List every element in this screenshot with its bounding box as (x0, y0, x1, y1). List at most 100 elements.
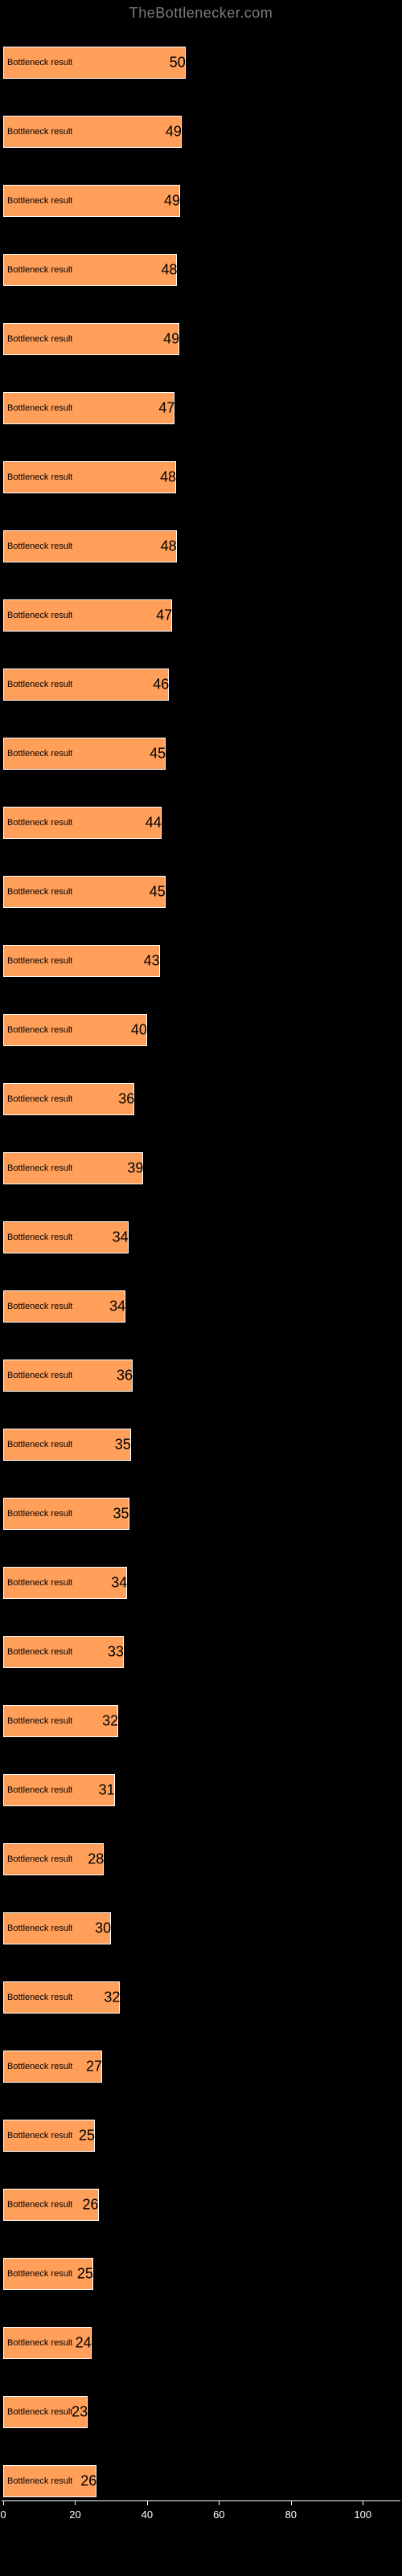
bar-wrap: Bottleneck result48.2 (3, 530, 399, 562)
chart-row: Bottleneck result46.1 (3, 646, 399, 715)
value-label: 45.2 (150, 746, 178, 763)
value-label: 25.0 (77, 2266, 105, 2283)
bar: Bottleneck result (3, 323, 179, 355)
bar-inner-label: Bottleneck result (7, 2200, 72, 2210)
chart-row: Bottleneck result 34.0 (3, 1268, 399, 1337)
bar-inner-label: Bottleneck result (7, 2338, 72, 2348)
bar-wrap: Bottleneck result49.0 (3, 323, 399, 355)
bar-inner-label: Bottleneck result (7, 887, 72, 897)
bar-wrap: Bottleneck result 39.0 (3, 1152, 399, 1184)
x-tick-label: 40 (142, 2509, 153, 2521)
bar-wrap: Bottleneck result40.0 (3, 1014, 399, 1046)
bar-inner-label: Bottleneck result (7, 1233, 72, 1242)
chart-row: Bottleneck result 49.2 (3, 162, 399, 231)
bar-inner-label: Bottleneck result (7, 2407, 72, 2417)
bar: Bottleneck result (3, 1498, 129, 1530)
bar-inner-label: Bottleneck result (7, 1440, 72, 1450)
x-tick (75, 2500, 76, 2505)
bar: Bottleneck result (3, 254, 177, 286)
bar-inner-label: Bottleneck result (7, 2062, 72, 2071)
chart-row: Bottleneck result28.0 (3, 1821, 399, 1890)
value-label: 26.0 (80, 2473, 109, 2490)
bar-wrap: Bottleneck result50.7 (3, 47, 399, 79)
x-tick-label: 20 (69, 2509, 80, 2521)
bar-wrap: Bottleneck result 34.8 (3, 1221, 399, 1253)
chart-row: Bottleneck result 27.5 (3, 2028, 399, 2097)
bar-wrap: Bottleneck result 26.0 (3, 2465, 399, 2497)
chart-row: Bottleneck result48.2 (3, 508, 399, 577)
bar-inner-label: Bottleneck result (7, 1993, 72, 2002)
value-label: 32.0 (102, 1713, 130, 1730)
value-label: 31.0 (99, 1782, 127, 1799)
x-tick-label: 80 (285, 2509, 297, 2521)
bar-inner-label: Bottleneck result (7, 749, 72, 758)
value-label: 34.0 (109, 1298, 137, 1315)
value-label: 47.7 (158, 400, 187, 417)
chart-row: Bottleneck result24.5 (3, 2304, 399, 2374)
bar-inner-label: Bottleneck result (7, 956, 72, 966)
chart-row: Bottleneck result36.5 (3, 1061, 399, 1130)
value-label: 32.5 (104, 1989, 132, 2006)
bar: Bottleneck result (3, 876, 166, 908)
bar: Bottleneck result (3, 1014, 147, 1046)
chart-row: Bottleneck result31.0 (3, 1752, 399, 1821)
value-label: 34.8 (113, 1229, 141, 1246)
chart-row: Bottleneck result48.4 (3, 231, 399, 301)
bar-inner-label: Bottleneck result (7, 403, 72, 413)
bar: Bottleneck result (3, 738, 166, 770)
chart-row: Bottleneck result 43.5 (3, 922, 399, 992)
value-label: 48.2 (161, 538, 189, 555)
bar-wrap: Bottleneck result 33.5 (3, 1636, 399, 1668)
bar-inner-label: Bottleneck result (7, 127, 72, 137)
bar-inner-label: Bottleneck result (7, 1647, 72, 1657)
x-tick (147, 2500, 148, 2505)
value-label: 43.5 (144, 953, 172, 970)
bar-wrap: Bottleneck result36.5 (3, 1083, 399, 1115)
chart-row: Bottleneck result49.6 (3, 93, 399, 162)
bar-inner-label: Bottleneck result (7, 1302, 72, 1311)
bar-wrap: Bottleneck result48.4 (3, 254, 399, 286)
bar: Bottleneck result (3, 1567, 127, 1599)
bar-inner-label: Bottleneck result (7, 2131, 72, 2141)
bar-inner-label: Bottleneck result (7, 1163, 72, 1173)
x-tick (3, 2500, 4, 2505)
chart-row: Bottleneck result30.0 (3, 1890, 399, 1959)
x-tick-label: 0 (0, 2509, 6, 2521)
bar: Bottleneck result (3, 1152, 143, 1184)
value-label: 33.5 (108, 1644, 136, 1661)
bar-wrap: Bottleneck result 34.0 (3, 1290, 399, 1323)
bar-inner-label: Bottleneck result (7, 1578, 72, 1588)
value-label: 27.5 (86, 2059, 114, 2075)
chart-row: Bottleneck result 47.7 (3, 370, 399, 439)
bar-inner-label: Bottleneck result (7, 2269, 72, 2279)
bar-wrap: Bottleneck result 47.7 (3, 392, 399, 424)
bar-wrap: Bottleneck result48.1 (3, 461, 399, 493)
chart-row: Bottleneck result 39.0 (3, 1130, 399, 1199)
chart-row: Bottleneck result 32.5 (3, 1959, 399, 2028)
bar-inner-label: Bottleneck result (7, 1924, 72, 1933)
chart-row: Bottleneck result50.7 (3, 24, 399, 93)
bar: Bottleneck result (3, 669, 169, 701)
value-label: 26.5 (83, 2197, 111, 2214)
bar-wrap: Bottleneck result23.5 (3, 2396, 399, 2428)
bar: Bottleneck result (3, 1083, 134, 1115)
bar-inner-label: Bottleneck result (7, 196, 72, 206)
bar: Bottleneck result (3, 1429, 131, 1461)
bar-wrap: Bottleneck result 45.2 (3, 738, 399, 770)
bar: Bottleneck result (3, 1636, 124, 1668)
value-label: 40.0 (131, 1022, 159, 1039)
chart-row: Bottleneck result47.0 (3, 577, 399, 646)
bar: Bottleneck result (3, 530, 177, 562)
value-label: 39.0 (127, 1160, 155, 1177)
chart-row: Bottleneck result 26.5 (3, 2166, 399, 2235)
bar: Bottleneck result (3, 1360, 133, 1392)
bar: Bottleneck result (3, 47, 186, 79)
bar-wrap: Bottleneck result35.5 (3, 1429, 399, 1461)
bar-wrap: Bottleneck result 49.2 (3, 185, 399, 217)
bar: Bottleneck result (3, 461, 176, 493)
value-label: 44.0 (146, 815, 174, 832)
bar-wrap: Bottleneck result 27.5 (3, 2051, 399, 2083)
value-label: 50.7 (170, 55, 198, 72)
value-label: 49.2 (164, 193, 192, 210)
bar-inner-label: Bottleneck result (7, 2476, 72, 2486)
